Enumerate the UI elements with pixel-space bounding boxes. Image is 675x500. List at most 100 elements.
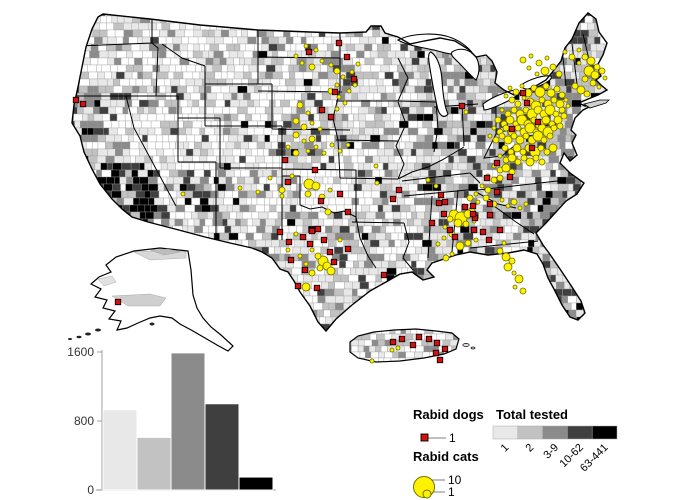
rabid-dog-marker [343,53,351,61]
rabid-dog-marker [493,188,501,196]
rabid-cat-marker [602,75,608,81]
rabid-dog-marker [433,339,441,347]
rabid-dog-marker [486,211,494,219]
rabid-dog-marker [534,118,542,126]
rabid-cat-marker [462,220,470,228]
rabid-cat-marker [519,83,525,89]
rabid-cat-marker [313,47,319,53]
rabid-cat-marker [537,144,545,152]
rabid-dog-marker [409,341,417,349]
rabid-cat-marker [581,75,589,83]
rabid-cat-marker [542,82,550,90]
cat-small-swatch [422,489,432,499]
rabid-cat-marker [345,142,351,148]
rabid-cat-marker [267,175,273,181]
rabid-cat-marker [255,189,261,195]
rabid-dog-marker [335,39,343,47]
y-tick-label: 1600 [67,345,94,359]
rabid-cat-marker [526,65,532,71]
rabid-dog-marker [327,113,335,121]
rabid-cat-marker [442,224,448,230]
rabid-cat-marker [309,247,315,253]
great-lakes [396,33,552,117]
rabid-dog-marker [285,238,293,246]
bars [102,352,274,491]
rabid-cat-marker [355,61,361,67]
rabid-dog-marker [276,228,284,236]
rabid-cat-marker [292,131,300,139]
rabid-cat-marker [586,56,596,66]
rabid-dog-marker [287,256,295,264]
rabid-dog-marker [317,197,325,205]
rabid-dog-marker [336,190,344,198]
cat-small-label: 1 [448,485,455,499]
rabid-cat-marker [314,252,322,260]
rabid-cat-marker [308,135,316,143]
rabid-cat-marker [292,149,300,157]
cat-large-label: 10 [448,473,462,487]
rabid-cat-marker [532,130,544,142]
rabid-cat-marker [501,163,511,173]
rabid-cat-marker [305,148,311,154]
bar [170,352,206,491]
rabid-dog-marker [311,166,319,174]
lake-michigan [428,51,449,117]
rabid-cat-marker [538,96,546,104]
rabid-cat-marker [473,191,479,197]
rabid-cat-marker [589,79,597,87]
rabid-cat-marker [494,116,502,124]
rabid-cat-marker [590,70,600,80]
rabid-cat-marker [346,88,352,94]
rabid-cat-marker [556,122,564,130]
rabid-cat-marker [311,181,321,191]
bar-chart: 0 800 1600 [67,345,276,497]
rabid-cat-marker [533,105,543,115]
y-axis-ticks: 0 800 1600 [67,345,102,497]
rabid-cat-marker [511,270,517,276]
rabid-cat-marker [455,241,465,251]
rabid-cat-marker [515,135,525,145]
rabid-cat-marker [508,257,516,265]
rabid-dog-marker [440,210,448,218]
rabid-cat-marker [510,106,518,114]
rabid-dog-marker [299,233,307,241]
rabid-dog-marker [458,102,466,110]
rabid-cat-marker [540,66,550,76]
rabid-cat-marker [299,60,305,66]
rabid-cat-marker [538,158,546,166]
rabid-dog-marker [428,219,436,227]
alaska-county-patch [111,293,167,307]
rabid-cat-marker [289,173,295,179]
rabid-cat-marker [503,135,513,145]
rabid-cat-marker [503,262,513,272]
rabid-cat-marker [501,240,507,246]
rabid-dog-marker [344,208,352,216]
rabid-cat-marker [501,252,511,262]
rabid-dog-marker [314,225,322,233]
rabid-cat-marker [463,109,469,115]
rabid-cat-marker [501,144,509,152]
rabid-dog-marker [313,284,321,292]
rabid-cat-marker [446,215,454,223]
rabid-cat-marker [309,120,315,126]
rabid-cat-marker [324,208,332,216]
dog-swatch-label: 1 [449,431,456,445]
rabid-dog-marker [281,156,289,164]
rabid-cat-marker [555,70,563,78]
rabid-dog-marker [330,258,338,266]
tested-class-label: 3-9 [541,442,561,462]
rabid-dog-marker [441,198,449,206]
rabid-cat-marker [581,53,589,61]
rabid-cat-marker [425,177,431,183]
rabid-dog-marker [318,106,326,114]
rabid-dog-marker [436,356,444,364]
rabid-cat-marker [546,132,554,140]
rabid-cat-marker [517,205,523,211]
rabid-cat-marker [562,49,568,55]
aleutian-islands [68,322,155,340]
rabid-dog-marker [344,245,352,253]
rabid-cat-marker [496,247,504,255]
rabid-dog-marker [398,335,406,343]
rabid-cat-marker [490,176,498,184]
rabid-cat-marker [548,143,558,153]
